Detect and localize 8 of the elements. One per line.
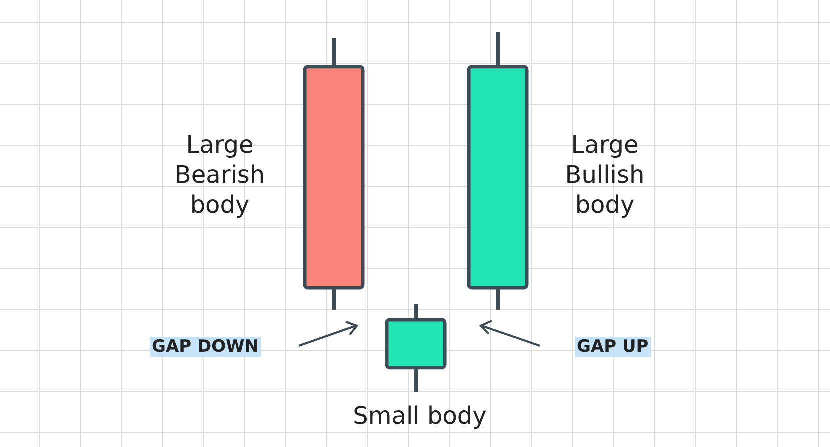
candlestick (385, 304, 447, 392)
candlestick (467, 32, 529, 310)
candlestick (303, 38, 365, 310)
text: GAP UP (575, 337, 651, 357)
text: Large Bullish body (564, 130, 646, 220)
text: GAP DOWN (150, 337, 262, 357)
text: Large Bearish body (174, 130, 266, 220)
text: Small body (352, 402, 488, 430)
